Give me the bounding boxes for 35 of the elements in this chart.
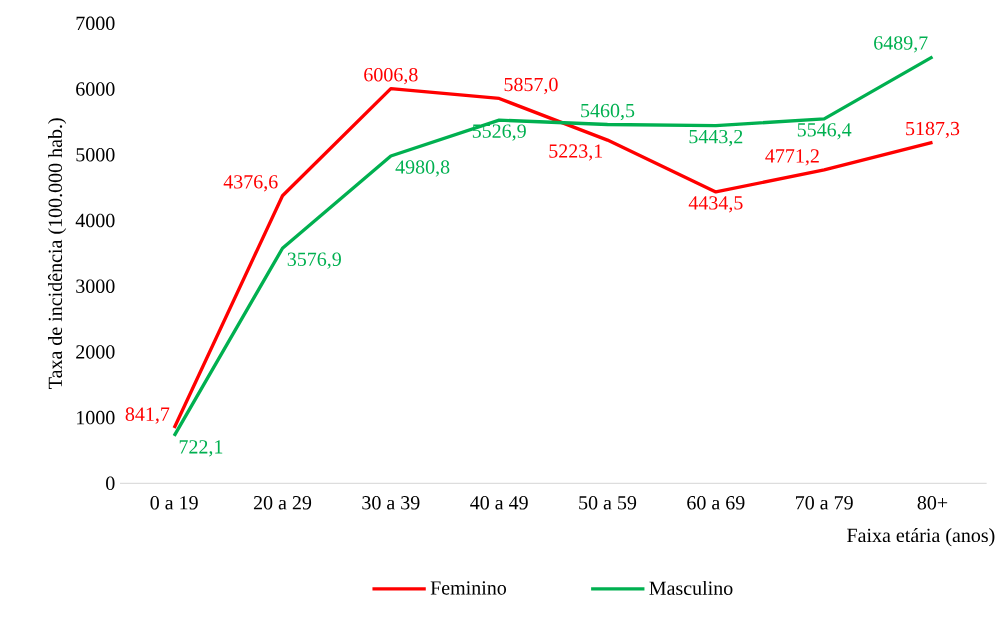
data-label: 4434,5 [688,196,743,213]
y-tick-label: 7000 [76,16,115,31]
data-label: 6489,7 [874,36,928,53]
x-tick-label: 20 a 29 [253,496,312,510]
y-tick-label: 4000 [75,213,115,228]
x-tick-label: 0 a 19 [150,496,198,510]
x-tick-label: 30 a 39 [362,496,420,510]
y-tick-label: 1000 [77,410,115,425]
legend-label: Masculino [649,580,733,595]
data-label: 4980,8 [395,160,450,177]
data-label: 5857,0 [504,77,558,95]
y-tick-label: 6000 [76,82,115,96]
y-axis-title: Taxa de incidência (100.000 hab.) [47,118,67,389]
data-label: 5187,3 [906,121,960,139]
x-tick-label: 50 a 59 [579,496,637,510]
data-label: 3576,9 [287,252,341,269]
data-label: 5443,2 [689,129,743,147]
x-tick-label: 40 a 49 [470,496,528,510]
y-tick-label: 5000 [76,148,115,162]
y-tick-label: 0 [106,476,115,491]
data-label: 4771,2 [765,149,819,166]
x-tick-label: 60 a 69 [687,496,745,510]
data-label: 5223,1 [549,144,603,161]
data-label: 722,1 [179,440,223,457]
x-axis-title: Faixa etária (anos) [847,528,995,547]
x-tick-label: 70 a 79 [796,496,853,510]
y-tick-label: 2000 [76,345,115,359]
data-label: 5460,5 [581,103,635,121]
y-tick-label: 3000 [76,279,115,293]
data-label: 6006,8 [364,67,418,85]
data-label: 4376,6 [223,175,278,192]
data-label: 5546,4 [797,123,852,140]
data-label: 841,7 [125,407,170,424]
legend-label: Feminino [430,581,507,595]
x-tick-label: 80+ [917,496,948,510]
